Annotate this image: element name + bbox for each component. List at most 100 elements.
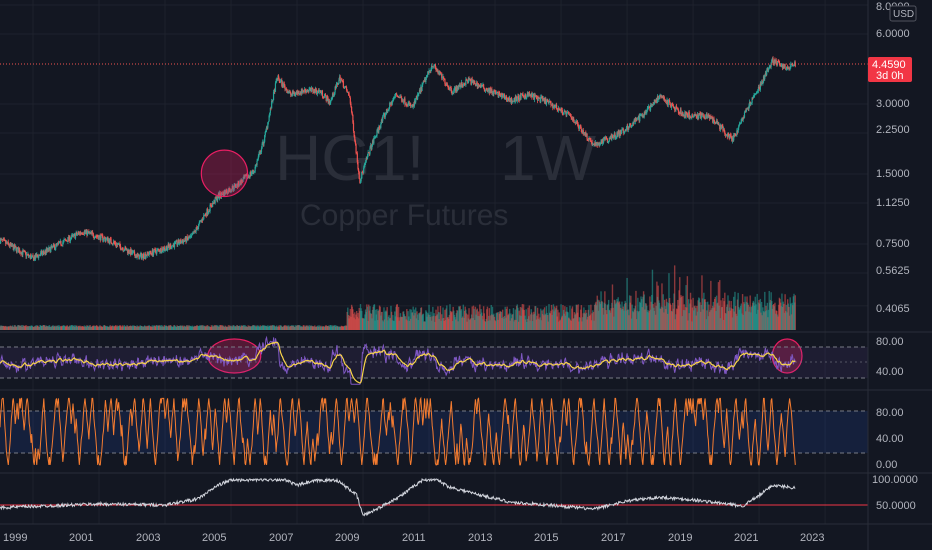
candle-body (470, 78, 473, 85)
candle-body (564, 110, 567, 112)
price-tick-label: 1.5000 (876, 168, 910, 180)
candle-body (224, 190, 226, 196)
candle-body (340, 79, 342, 81)
candle-body (721, 125, 723, 127)
candle-body (318, 90, 320, 93)
volume-bar (397, 306, 400, 330)
candle-body (536, 96, 538, 98)
candle-body (715, 120, 718, 123)
candle-body (341, 79, 343, 81)
candle-body (366, 155, 369, 160)
candle-body (103, 237, 105, 240)
candle-body (345, 87, 348, 91)
candle-body (563, 110, 565, 113)
candle-body (684, 112, 687, 117)
price-tick-label: 6.0000 (876, 28, 910, 40)
candle-body (183, 240, 185, 242)
candle-body (27, 253, 30, 257)
volume-bar (508, 308, 511, 330)
candle-body (83, 231, 86, 235)
candle-body (45, 248, 47, 254)
ratio-pane[interactable] (0, 477, 868, 517)
candle-body (210, 204, 212, 206)
candle-body (275, 80, 277, 84)
candle-body (85, 231, 87, 233)
candle-body (166, 246, 168, 251)
candle-body (82, 233, 84, 235)
candle-body (38, 254, 40, 258)
candle-body (256, 160, 258, 166)
stochastic-pane[interactable] (0, 396, 868, 467)
candle-body (188, 237, 190, 238)
stoch-axis[interactable]: 80.00 40.00 0.00 (876, 407, 904, 471)
candle-body (196, 227, 198, 229)
candle-body (731, 137, 733, 142)
candle-body (644, 112, 646, 114)
candle-body (654, 99, 656, 101)
candle-body (107, 237, 109, 242)
candle-body (8, 243, 10, 246)
ratio-axis[interactable]: 100.0000 50.0000 (872, 474, 918, 512)
candle-body (152, 249, 154, 255)
candle-body (722, 128, 725, 131)
candle-body (394, 93, 397, 97)
candle-body (133, 251, 136, 256)
volume-bar (662, 294, 664, 330)
candle-body (708, 116, 711, 119)
candle-body (599, 142, 602, 145)
candle-body (727, 133, 729, 138)
candle-body (203, 215, 205, 220)
candle-body (225, 190, 227, 194)
candle-body (125, 248, 127, 251)
time-tick-label: 1999 (3, 532, 27, 544)
candle-body (204, 213, 206, 216)
candle-body (745, 110, 747, 112)
candle-body (179, 243, 181, 244)
candle-body (462, 85, 464, 87)
candle-body (118, 244, 120, 245)
candle-body (11, 243, 13, 247)
candle-body (134, 255, 136, 258)
volume-bar (383, 307, 385, 330)
candle-body (301, 88, 303, 94)
candle-body (389, 103, 391, 108)
rsi-axis[interactable]: 80.00 40.00 (876, 336, 904, 378)
volume-bar (590, 304, 592, 330)
candle-body (670, 104, 672, 108)
candle-body (451, 92, 454, 94)
volume-bar (486, 306, 489, 330)
candle-body (767, 68, 769, 71)
volume-bar (580, 305, 583, 330)
candle-body (382, 116, 384, 121)
candle-body (151, 253, 153, 255)
candle-body (663, 96, 665, 99)
candle-body (616, 132, 618, 138)
time-axis[interactable]: 1999 2001 2003 2005 2007 2009 2011 2013 … (3, 532, 824, 544)
candle-body (528, 92, 530, 95)
volume-bar (386, 307, 388, 330)
currency-badge[interactable] (889, 5, 917, 22)
rsi-pane[interactable] (0, 335, 868, 385)
candle-body (91, 232, 93, 234)
candle-body (264, 131, 266, 136)
candle-body (199, 220, 201, 223)
candle-body (359, 181, 362, 183)
candle-body (352, 114, 354, 123)
candle-body (151, 249, 153, 255)
candle-body (558, 107, 560, 110)
candle-body (521, 93, 523, 95)
candle-body (686, 112, 688, 114)
candle-body (667, 100, 669, 105)
candle-body (302, 91, 304, 94)
candle-body (15, 247, 18, 252)
price-candles[interactable] (0, 56, 796, 262)
candle-body (511, 100, 513, 104)
candle-body (208, 210, 210, 212)
candle-body (268, 115, 270, 122)
candle-body (54, 247, 56, 250)
candle-body (401, 97, 403, 102)
candle-body (20, 252, 23, 255)
candle-body (17, 247, 20, 253)
candle-body (691, 115, 694, 117)
